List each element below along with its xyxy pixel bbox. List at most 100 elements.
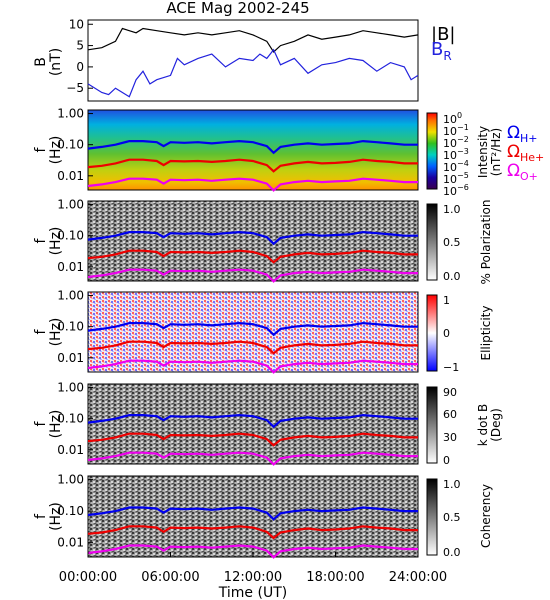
freq-ytick-label: 0.10 — [57, 229, 84, 243]
freq-ytick-label: 1.00 — [57, 198, 84, 212]
coherency-cbar-tick-1: 0.5 — [443, 511, 461, 524]
o-plus-gyro-curve — [87, 268, 418, 283]
field-ytick-label: −5 — [66, 81, 84, 95]
kdotb-panel-frame — [87, 383, 419, 465]
polarization-panel-frame — [87, 200, 419, 282]
polarization-cbar-tick-2: 0.0 — [443, 270, 461, 283]
h-plus-gyro-curve — [87, 321, 418, 337]
he-plus-gyro-curve — [87, 432, 418, 447]
field-ytick-label: 5 — [76, 39, 84, 53]
freq-ylabel-line1: f — [33, 237, 49, 243]
he-plus-gyro-curve — [87, 525, 418, 540]
ellipticity-panel: 1.00 0.10 0.01 f (Hz) 1 0 −1 Ellipticity — [33, 289, 493, 374]
freq-ytick-label: 0.01 — [57, 536, 84, 550]
freq-ytick-label: 0.10 — [57, 412, 84, 426]
ellipticity-panel-frame — [87, 291, 419, 373]
freq-ytick-label: 1.00 — [57, 107, 84, 121]
freq-ytick-label: 0.10 — [57, 320, 84, 334]
freq-ytick-label: 0.10 — [57, 504, 84, 518]
coherency-cbar-tick-2: 0.0 — [443, 546, 461, 559]
freq-ylabel-line2: (Hz) — [48, 227, 64, 256]
coherency-cbar-label: Coherency — [479, 484, 493, 548]
freq-ylabel-line2: (Hz) — [48, 136, 64, 165]
freq-ylabel-line1: f — [33, 328, 49, 334]
coherency-spectrogram — [88, 476, 418, 557]
kdotb-cbar-tick-2: 30 — [443, 431, 457, 444]
intensity-cbar-label-1: Intensity — [476, 126, 490, 178]
intensity-panel-frame — [87, 109, 419, 191]
ellipticity-cbar-tick-1: 0 — [443, 327, 450, 340]
intensity-spectrogram — [88, 110, 418, 190]
freq-ytick-label: 1.00 — [57, 289, 84, 303]
freq-ytick-label: 1.00 — [57, 381, 84, 395]
intensity-panel: 1.00 0.10 0.01 f (Hz) 100 10−1 10−2 10−3 10−… — [33, 107, 544, 198]
freq-ytick-label: 0.01 — [57, 443, 84, 457]
intensity-cbar-label-2: (nT²/Hz) — [489, 128, 503, 176]
legend-radial-field: BR — [431, 39, 452, 63]
h-plus-gyro-curve — [87, 413, 418, 429]
gyro-label-o: ΩO+ — [507, 161, 538, 183]
intensity-cbar-tick-1: 10−1 — [443, 123, 469, 138]
h-plus-gyro-curve — [87, 230, 418, 246]
freq-ytick-label: 1.00 — [57, 473, 84, 487]
ellipticity-spectrogram — [88, 292, 418, 372]
intensity-cbar-tick-6: 10−6 — [443, 183, 469, 198]
ellipticity-colorbar — [426, 294, 438, 372]
time-tick-label: 18:00:00 — [306, 570, 364, 585]
field-ylabel-line1: B — [33, 57, 49, 67]
freq-ylabel-line1: f — [33, 146, 49, 152]
intensity-cbar-tick-4: 10−4 — [443, 159, 469, 174]
coherency-colorbar — [426, 478, 438, 556]
freq-ylabel-line2: (Hz) — [48, 502, 64, 531]
intensity-cbar-tick-3: 10−3 — [443, 147, 469, 162]
polarization-colorbar — [426, 203, 438, 281]
freq-ylabel-line2: (Hz) — [48, 318, 64, 347]
o-plus-gyro-curve — [87, 359, 418, 374]
freq-ytick-label: 0.01 — [57, 169, 84, 183]
he-plus-gyro-curve — [87, 340, 418, 355]
kdotb-cbar-tick-1: 60 — [443, 408, 457, 421]
field-ytick-label: 0 — [76, 60, 84, 74]
kdotb-cbar-label-1: k dot B — [476, 404, 490, 446]
gyro-label-he: ΩHe+ — [507, 142, 544, 164]
freq-ytick-label: 0.01 — [57, 351, 84, 365]
freq-ytick-label: 0.10 — [57, 138, 84, 152]
kdotb-cbar-tick-3: 0 — [443, 454, 450, 467]
time-tick-label: 00:00:00 — [59, 570, 117, 585]
polarization-panel: 1.00 0.10 0.01 f (Hz) 1.0 0.5 0.0 % Polariza… — [33, 198, 493, 285]
kdotb-cbar-tick-0: 90 — [443, 386, 457, 399]
polarization-cbar-label: % Polarization — [479, 200, 493, 285]
coherency-cbar-tick-0: 1.0 — [443, 478, 461, 491]
ellipticity-cbar-label: Ellipticity — [479, 306, 493, 361]
time-tick-label: 12:00:00 — [224, 570, 282, 585]
kdotb-colorbar — [426, 386, 438, 464]
freq-ylabel-line1: f — [33, 420, 49, 426]
field-ylabel-line2: (nT) — [48, 48, 64, 76]
radial-field-line — [87, 48, 419, 98]
o-plus-gyro-curve — [87, 451, 418, 466]
field-ytick-label: 10 — [69, 17, 84, 31]
h-plus-gyro-curve — [87, 506, 418, 521]
he-plus-gyro-curve — [87, 249, 418, 264]
kdotb-spectrogram — [88, 384, 418, 464]
freq-ylabel-line2: (Hz) — [48, 410, 64, 439]
kdotb-panel: 1.00 0.10 0.01 f (Hz) 90 60 30 0 k dot B (De… — [33, 381, 503, 467]
coherency-panel: 1.00 0.10 0.01 f (Hz) 1.0 0.5 0.0 Coherency — [33, 473, 493, 559]
intensity-colorbar-ticks: 100 10−1 10−2 10−3 10−4 10−5 10−6 — [443, 111, 469, 198]
polarization-cbar-tick-0: 1.0 — [443, 203, 461, 216]
gyro-label-h: ΩH+ — [507, 123, 538, 145]
chart-title: ACE Mag 2002-245 — [166, 0, 309, 17]
time-tick-label: 24:00:00 — [389, 570, 447, 585]
time-axis: 00:00:00 06:00:00 12:00:00 18:00:00 24:00:00 — [59, 552, 447, 585]
h-plus-gyro-curve — [87, 139, 418, 155]
polarization-spectrogram — [88, 201, 418, 281]
time-axis-label: Time (UT) — [218, 585, 287, 600]
intensity-colorbar — [426, 112, 438, 190]
legend-total-field: |B| — [431, 24, 455, 45]
intensity-cbar-tick-5: 10−5 — [443, 171, 469, 186]
o-plus-gyro-curve — [87, 544, 418, 559]
ellipticity-cbar-tick-0: 1 — [443, 294, 450, 307]
kdotb-cbar-label-2: (Deg) — [489, 408, 503, 442]
o-plus-gyro-curve — [87, 177, 418, 192]
